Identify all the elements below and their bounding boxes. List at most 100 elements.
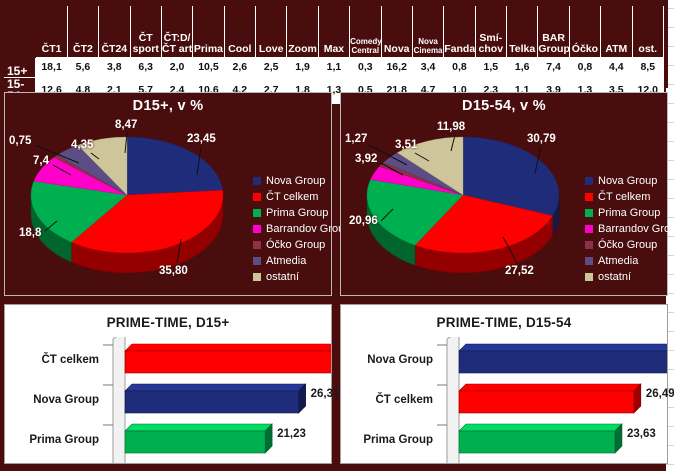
legend-label: Nova Group	[266, 174, 326, 187]
table-col-header-line2: ATM	[605, 43, 628, 56]
table-col-header: ČT2	[66, 6, 100, 58]
table-col-header: ČT:D/ČT art	[160, 6, 194, 58]
pie-chart-panel-d1554: D15-54, v % 30,79 27,52 20,96 3,92 1,27 3,51 1…	[340, 92, 674, 296]
legend-label: ČT celkem	[266, 190, 319, 203]
bar-category-label: ČT celkem	[41, 354, 99, 366]
gridline	[666, 312, 674, 313]
table-col-header-line2: Zoom	[288, 43, 317, 56]
table-col-header-line2: Cool	[228, 43, 252, 56]
table-col-header-line2: sport	[132, 43, 159, 56]
legend-item: ČT celkem	[253, 189, 350, 204]
pie-svg	[366, 134, 560, 274]
pie-label-leader-line	[176, 238, 182, 264]
table-col-header-line1: ČT	[138, 32, 153, 45]
ratings-table-container: ČT1 ČT2 ČT24 ČT sport ČT:D/ČT art Prima Cool Lov…	[0, 0, 668, 104]
ratings-table-header-row: ČT1 ČT2 ČT24 ČT sport ČT:D/ČT art Prima Cool Lov…	[3, 6, 664, 58]
gridline	[666, 426, 674, 427]
bar-category-label: Prima Group	[363, 434, 433, 446]
bar-top-face	[124, 423, 273, 432]
bar-value-label: 21,23	[277, 428, 306, 440]
legend-swatch	[253, 192, 261, 201]
legend-item: Prima Group	[585, 205, 674, 220]
bar-value-label: 26,49	[645, 388, 674, 400]
gridline	[666, 141, 674, 142]
table-cell: 0,3	[349, 57, 382, 78]
pie-value-label: 23,45	[187, 133, 216, 145]
legend-item: ostatní	[585, 269, 674, 284]
table-cell: 3,4	[411, 57, 445, 78]
table-cell: 16,2	[380, 57, 413, 78]
table-col-header: ČT1	[35, 6, 68, 58]
table-col-header: Cool	[223, 6, 257, 58]
table-col-header-line2: ČT1	[41, 43, 62, 56]
pie-value-label: 30,79	[527, 133, 556, 145]
table-col-header: Zoom	[286, 6, 319, 58]
bar	[124, 350, 331, 374]
table-col-header-line2: Group	[538, 43, 570, 56]
table-col-header: Prima	[192, 6, 225, 58]
pie-label-leader-line	[124, 132, 128, 154]
gridline	[666, 274, 674, 275]
table-col-header: Love	[254, 6, 288, 58]
pie-label-leader-line	[380, 162, 404, 176]
table-col-header: ČT24	[98, 6, 131, 58]
legend-item: ostatní	[253, 269, 350, 284]
table-cell: 1,6	[505, 57, 539, 78]
table-col-header: ATM	[600, 6, 633, 58]
legend-item: Óčko Group	[253, 237, 350, 252]
table-col-header: ost.	[631, 6, 664, 58]
pie-value-label: 0,75	[9, 135, 32, 147]
pie-label-leader-line	[414, 152, 430, 162]
ratings-table-head: ČT1 ČT2 ČT24 ČT sport ČT:D/ČT art Prima Cool Lov…	[3, 6, 664, 58]
legend-swatch	[253, 256, 261, 265]
legend-item: ČT celkem	[585, 189, 674, 204]
table-col-header-line1: ČT:D/	[163, 32, 191, 45]
table-col-header: BAR Group	[537, 6, 570, 58]
table-col-header-line2: Max	[323, 43, 345, 56]
table-col-header: Comedy Central	[349, 6, 382, 58]
bar	[124, 390, 299, 414]
legend-swatch	[253, 176, 261, 185]
legend-item: Óčko Group	[585, 237, 674, 252]
bar-chart-title-d15plus: PRIME-TIME, D15+	[106, 315, 230, 330]
table-cell: 1,9	[286, 57, 319, 78]
table-cell: 4,4	[600, 57, 633, 78]
table-col-header-line1: BAR	[542, 32, 565, 45]
bar	[124, 430, 266, 454]
gridline	[666, 179, 674, 180]
pie-label-leader-line	[34, 144, 80, 164]
chart-axis-wall	[112, 337, 126, 463]
bar-top-face	[458, 383, 642, 392]
table-col-header-line2: ČT24	[101, 43, 128, 56]
pie-slice	[462, 136, 560, 216]
table-row-header: 15+	[3, 57, 37, 78]
pie-value-label: 4,35	[71, 139, 94, 151]
pie-chart-title-d1554: D15-54, v %	[462, 98, 546, 114]
pie-value-label: 20,96	[349, 215, 378, 227]
legend-item: Barrandov Group	[253, 221, 350, 236]
pie-value-label: 3,51	[395, 139, 418, 151]
pie-label-leader-line	[90, 152, 100, 160]
legend-item: Barrandov Group	[585, 221, 674, 236]
table-col-header-line2: Love	[258, 43, 284, 56]
legend-swatch	[585, 272, 593, 281]
table-col-header: Óčko	[568, 6, 602, 58]
legend-item: Atmedia	[253, 253, 350, 268]
bar-svg	[437, 337, 667, 463]
gridline	[666, 198, 674, 199]
pie-value-label: 1,27	[345, 133, 368, 145]
gridline	[666, 464, 674, 465]
gridline	[666, 84, 674, 85]
table-cell: 1,1	[317, 57, 351, 78]
gridline	[666, 217, 674, 218]
gridline	[666, 445, 674, 446]
bar-category-label: Nova Group	[367, 354, 433, 366]
table-col-header-line2: Fanda	[444, 43, 476, 56]
pie-label-leader-line	[502, 236, 518, 264]
gridline	[666, 350, 674, 351]
legend-label: Óčko Group	[598, 238, 658, 251]
gridline	[666, 27, 674, 28]
table-corner-cell	[3, 6, 37, 58]
